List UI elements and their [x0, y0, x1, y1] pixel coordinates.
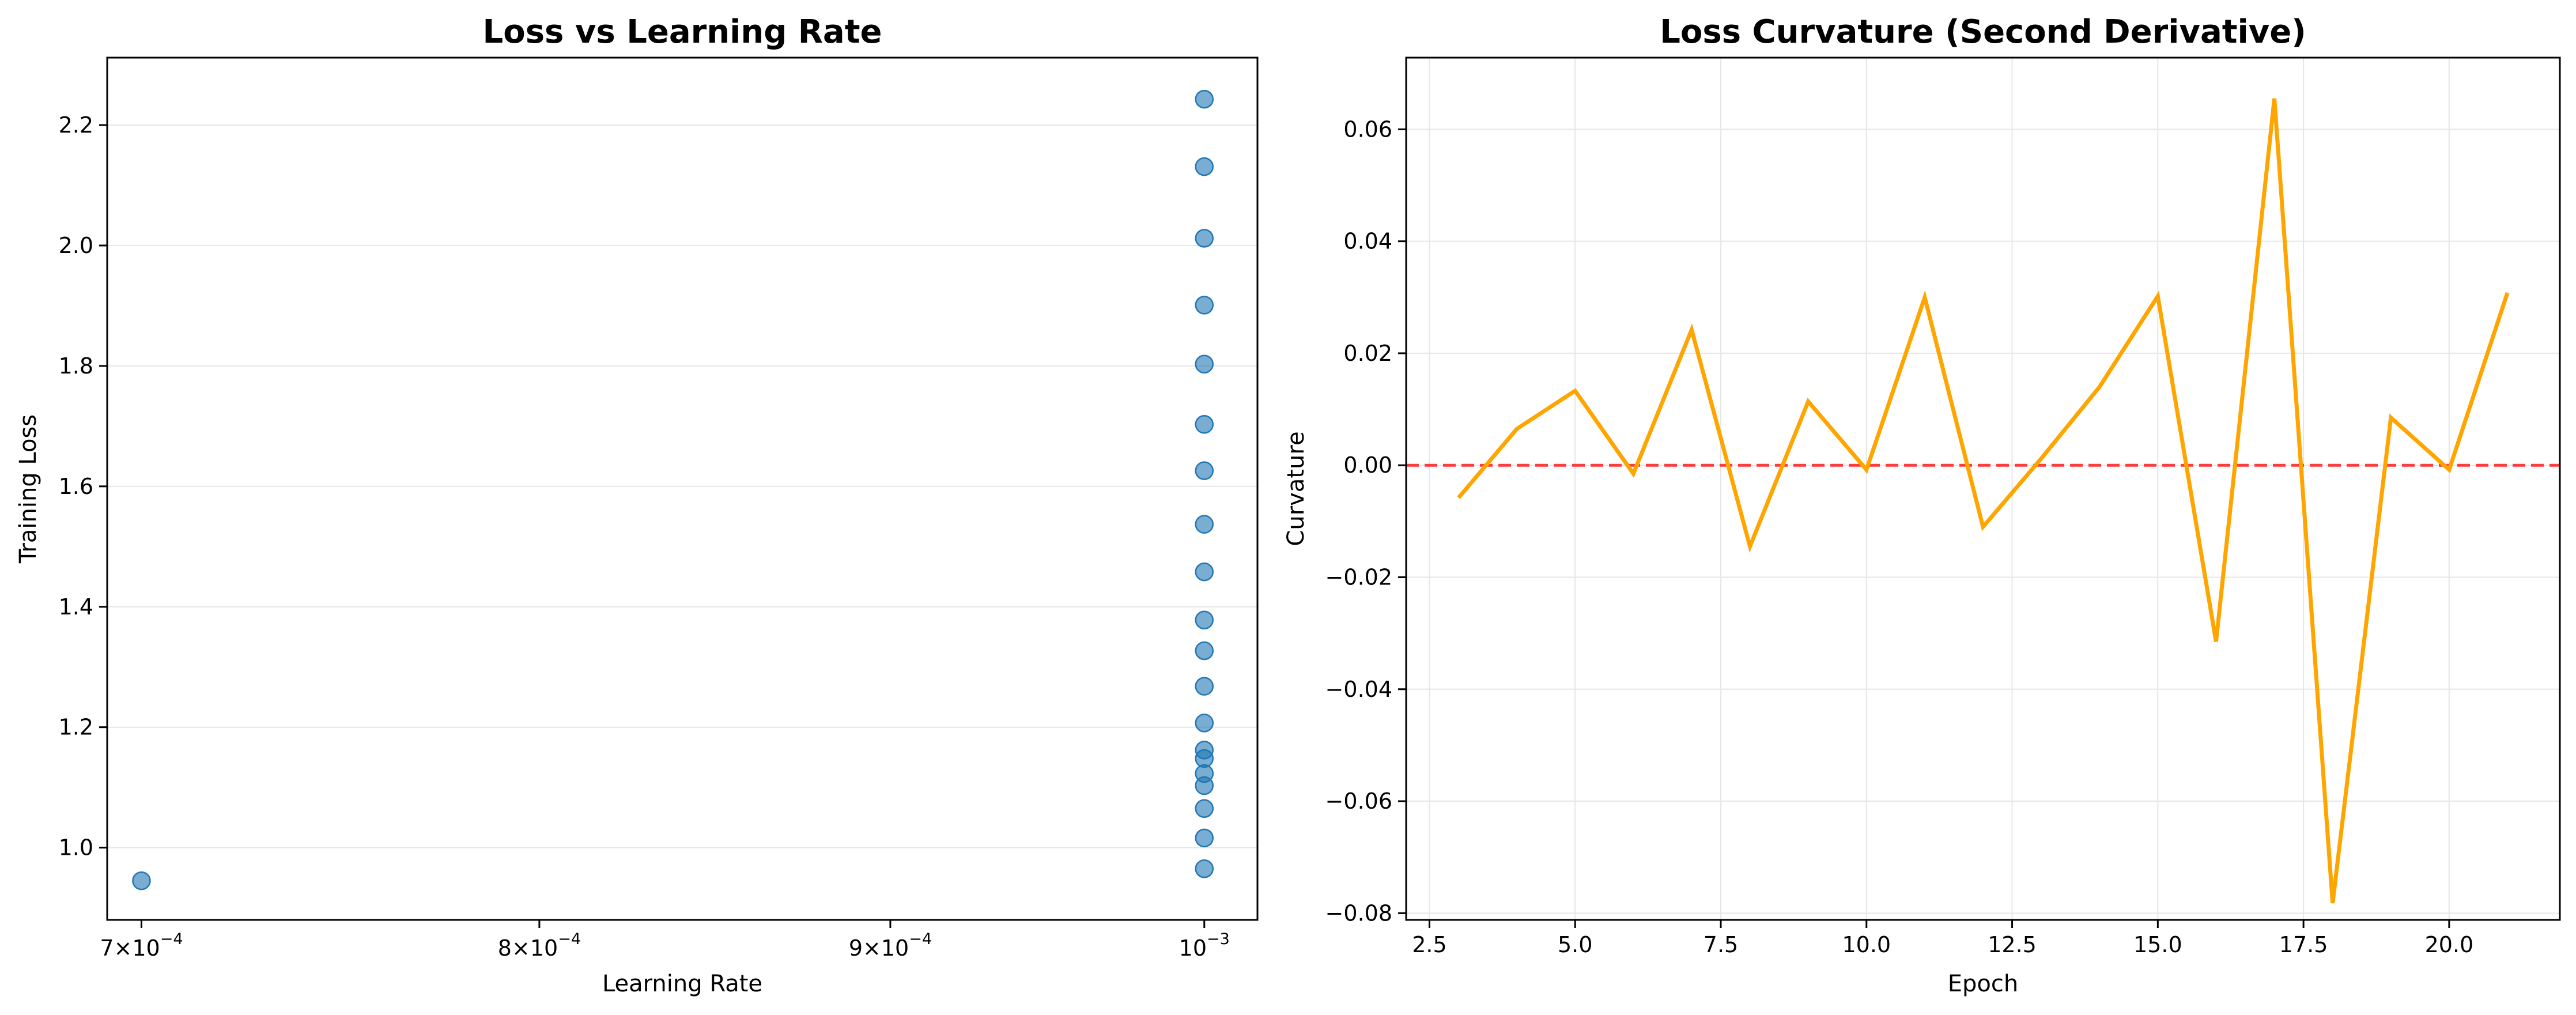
chart2-x-tick-label: 15.0: [2133, 932, 2182, 957]
chart2-x-tick-label: 20.0: [2425, 932, 2474, 957]
chart2-x-tick-label: 2.5: [1412, 932, 1446, 957]
chart2-x-tick-label: 12.5: [1988, 932, 2037, 957]
chart1-x-tick-exponent: −4: [909, 930, 932, 948]
chart1-x-tick-base: 10: [530, 935, 558, 961]
chart2-x-tick-label: 10.0: [1842, 932, 1891, 957]
chart2-x-tick-label: 7.5: [1704, 932, 1738, 957]
chart2-y-tick-label: −0.02: [1325, 564, 1392, 590]
chart2-x-tick-label: 17.5: [2279, 932, 2328, 957]
chart1-data-point: [1195, 828, 1214, 848]
chart1-y-ticks: 1.0 1.2 1.4 1.6 1.8 2.0 2.2: [59, 112, 107, 861]
chart1-x-tick-exponent: −4: [558, 930, 581, 948]
chart1-x-tick-base: 10: [1179, 935, 1207, 961]
chart1-data-point: [1195, 515, 1214, 534]
chart1-y-tick-label: 2.2: [59, 112, 93, 138]
chart2-plot-frame: [1405, 56, 2561, 921]
chart1-x-tick-mantissa: 7×: [100, 935, 132, 961]
chart2-y-axis-label: Curvature: [1283, 431, 1309, 546]
chart1-data-point: [1195, 799, 1214, 818]
chart1-x-tick-label: 9×10−4: [849, 930, 932, 961]
chart1-data-point: [1195, 296, 1214, 315]
chart1-x-tick-exponent: −3: [1207, 930, 1230, 948]
chart2-curvature-line: [1457, 98, 2510, 904]
chart1-x-tick-exponent: −4: [160, 930, 183, 948]
chart2-y-tick-label: 0.02: [1343, 341, 1392, 366]
chart1-x-tick-label: 8×10−4: [498, 930, 581, 961]
chart1-data-point: [1195, 157, 1214, 176]
loss-vs-lr-chart: 7×10−4 8×10−4 9×10−4 10−3 1.01.21.41.61.82.…: [15, 13, 1259, 997]
chart1-x-tick-base: 10: [132, 935, 160, 961]
chart1-x-tick-mantissa: 9×: [849, 935, 881, 961]
chart1-plot-frame: [106, 56, 1259, 921]
chart2-y-tick-label: 0.06: [1343, 116, 1392, 142]
chart2-x-ticks: 2.5 5.0 7.5 10.0 12.5 15.0 17.5 20.0: [1412, 920, 2473, 957]
chart2-y-tick-label: 0.00: [1343, 452, 1392, 478]
chart1-data-point: [1195, 610, 1214, 629]
chart2-title: Loss Curvature (Second Derivative): [1660, 13, 2306, 51]
chart2-series: [1457, 98, 2510, 904]
chart1-x-tick-base: 10: [881, 935, 909, 961]
chart1-y-tick-label: 1.2: [59, 715, 93, 740]
chart2-x-tick-label: 5.0: [1558, 932, 1592, 957]
chart1-y-axis-label: Training Loss: [15, 414, 41, 564]
loss-curvature-chart: 2.5 5.0 7.5 10.0 12.5 15.0 17.5 20.0 −0.08 −0.06…: [1283, 13, 2561, 997]
chart1-data-point: [1195, 714, 1214, 733]
chart1-x-tick-label: 10−3: [1179, 930, 1230, 961]
chart1-data-point: [1195, 354, 1214, 373]
chart2-y-tick-label: −0.08: [1325, 900, 1392, 926]
chart1-y-tick-label: 1.6: [59, 474, 93, 499]
chart2-x-axis-label: Epoch: [1948, 971, 2018, 997]
chart1-data-point: [1195, 776, 1214, 795]
chart1-y-tick-label: 1.4: [59, 594, 93, 620]
chart2-y-tick-label: 0.04: [1343, 229, 1392, 254]
chart1-x-tick-label: 7×10−4: [100, 930, 183, 961]
chart1-title: Loss vs Learning Rate: [483, 13, 882, 51]
chart1-data-point: [1195, 414, 1214, 434]
chart1-x-ticks: 7×10−4 8×10−4 9×10−4 10−3: [100, 920, 1230, 961]
chart1-data-point: [1195, 859, 1214, 878]
chart1-gridlines: [107, 124, 1257, 848]
chart1-data-point: [1195, 461, 1214, 480]
chart1-data-point: [1195, 89, 1214, 109]
chart1-y-tick-label: 1.8: [59, 353, 93, 379]
chart1-data-point: [1195, 677, 1214, 696]
chart2-y-tick-label: −0.04: [1325, 677, 1392, 702]
chart1-y-tick-label: 1.0: [59, 835, 93, 861]
chart1-x-tick-mantissa: 8×: [498, 935, 530, 961]
chart2-y-ticks: −0.08 −0.06 −0.04 −0.02 0.00 0.02 0.04 0.06: [1325, 116, 1406, 926]
chart1-x-axis-label: Learning Rate: [602, 971, 762, 997]
chart1-data-point: [1195, 229, 1214, 248]
chart1-y-tick-label: 2.0: [59, 233, 93, 258]
chart1-data-point: [132, 871, 151, 891]
chart1-data-point: [1195, 562, 1214, 582]
chart1-points: [132, 89, 1214, 891]
chart2-y-tick-label: −0.06: [1325, 788, 1392, 814]
chart1-data-point: [1195, 641, 1214, 661]
